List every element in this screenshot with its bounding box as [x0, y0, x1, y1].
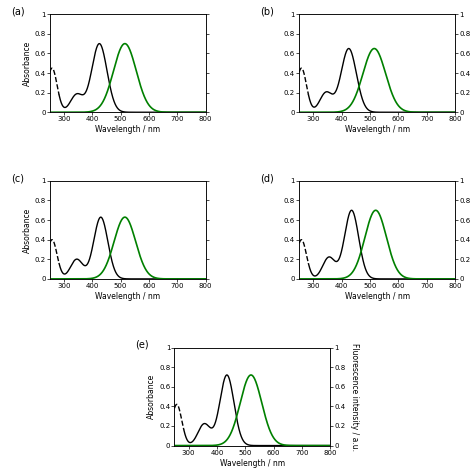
- Text: (c): (c): [11, 173, 24, 183]
- Text: (d): (d): [260, 173, 274, 183]
- Y-axis label: Absorbance: Absorbance: [23, 207, 32, 253]
- X-axis label: Wavelength / nm: Wavelength / nm: [95, 292, 160, 301]
- X-axis label: Wavelength / nm: Wavelength / nm: [345, 292, 410, 301]
- X-axis label: Wavelength / nm: Wavelength / nm: [345, 125, 410, 134]
- Text: (b): (b): [260, 6, 274, 17]
- Text: (e): (e): [136, 340, 149, 350]
- Y-axis label: Absorbance: Absorbance: [147, 374, 156, 419]
- Text: (a): (a): [11, 6, 25, 17]
- Y-axis label: Absorbance: Absorbance: [23, 41, 32, 86]
- X-axis label: Wavelength / nm: Wavelength / nm: [95, 125, 160, 134]
- X-axis label: Wavelength / nm: Wavelength / nm: [220, 458, 285, 467]
- Y-axis label: Fluorescence intensity / a.u.: Fluorescence intensity / a.u.: [350, 343, 359, 451]
